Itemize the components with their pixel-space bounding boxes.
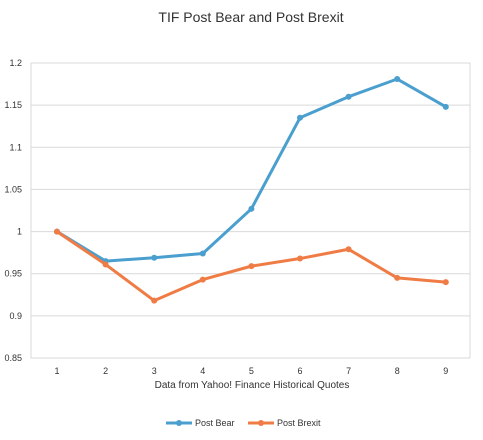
chart-title: TIF Post Bear and Post Brexit	[158, 9, 343, 25]
y-tick-label: 0.9	[9, 311, 22, 321]
y-axis-ticks: 0.85 0.9 0.95 1 1.05 1.1 1.15 1.2	[4, 58, 22, 363]
y-tick-label: 0.85	[4, 353, 22, 363]
data-point	[54, 228, 60, 235]
legend: Post Bear Post Brexit	[166, 418, 321, 428]
y-tick-label: 1.05	[4, 184, 22, 194]
series-post-bear	[54, 76, 449, 265]
x-tick-label: 5	[249, 366, 254, 376]
data-point	[394, 274, 401, 281]
x-tick-label: 6	[297, 366, 302, 376]
data-point	[442, 279, 449, 286]
data-point	[151, 254, 158, 261]
data-point	[102, 261, 109, 268]
legend-item: Post Bear	[166, 418, 235, 428]
data-point	[151, 297, 158, 304]
data-point	[442, 103, 449, 110]
x-tick-label: 8	[395, 366, 400, 376]
data-point	[345, 246, 352, 253]
x-axis-label: Data from Yahoo! Finance Historical Quot…	[155, 380, 350, 391]
data-point	[199, 250, 206, 257]
y-tick-label: 1.1	[9, 142, 22, 152]
series-layer	[54, 76, 449, 304]
legend-label: Post Bear	[195, 418, 235, 428]
series-line	[55, 77, 448, 263]
grid-layer	[31, 62, 470, 359]
x-tick-label: 7	[346, 366, 351, 376]
plot-area-border	[30, 62, 471, 359]
legend-item: Post Brexit	[248, 418, 321, 428]
y-tick-label: 1.15	[4, 100, 22, 110]
legend-marker	[176, 420, 182, 426]
x-tick-label: 2	[103, 366, 108, 376]
x-tick-label: 3	[152, 366, 157, 376]
x-tick-label: 4	[200, 366, 205, 376]
data-point	[394, 76, 401, 83]
x-tick-label: 1	[54, 366, 59, 376]
data-point	[297, 114, 303, 121]
series-post-brexit	[54, 228, 449, 304]
y-tick-label: 0.95	[4, 269, 22, 279]
y-tick-label: 1.2	[9, 58, 22, 68]
data-point	[199, 276, 206, 283]
data-point	[297, 255, 303, 262]
data-point	[248, 205, 255, 212]
x-tick-label: 9	[443, 366, 448, 376]
legend-marker	[258, 420, 264, 426]
data-point	[345, 93, 352, 100]
legend-label: Post Brexit	[277, 418, 321, 428]
x-axis-ticks: 1 2 3 4 5 6 7 8 9	[54, 366, 448, 376]
y-tick-label: 1	[17, 227, 22, 237]
data-point	[248, 263, 255, 270]
